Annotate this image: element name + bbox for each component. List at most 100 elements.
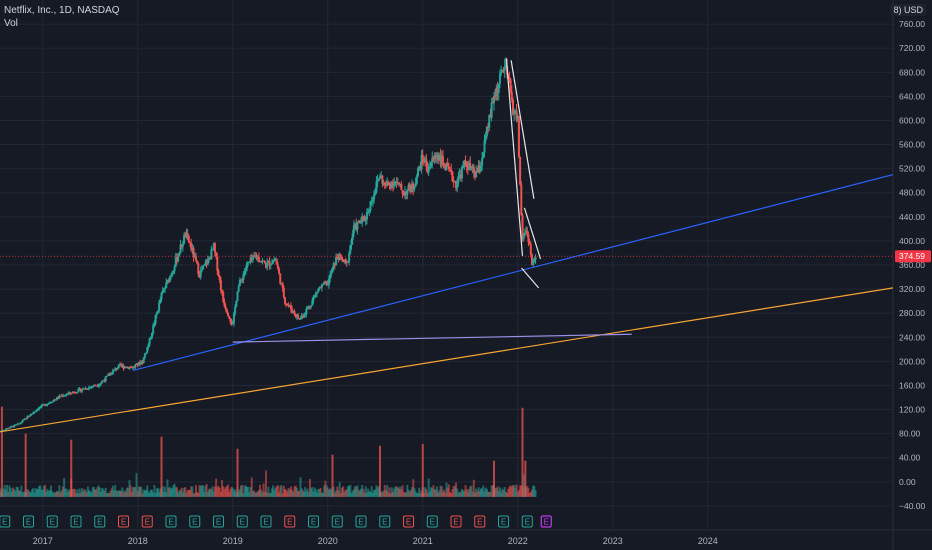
trendlines[interactable] (0, 58, 894, 433)
volume-bar (403, 492, 406, 497)
volume-bar (180, 487, 183, 497)
candle-body (90, 386, 93, 388)
symbol-title[interactable]: Netflix, Inc., 1D, NASDAQ (4, 5, 120, 16)
candle-body (424, 159, 427, 163)
candle-body (388, 183, 391, 185)
volume-bars (0, 406, 537, 497)
volume-bar (114, 485, 117, 497)
candle-body (289, 305, 292, 310)
candle-body (40, 405, 43, 408)
earnings-marker-box (165, 515, 177, 528)
candle-body (436, 154, 438, 158)
earnings-marker-box (189, 515, 201, 528)
candle-body (193, 255, 196, 258)
volume-bar (458, 491, 461, 497)
volume-bar (158, 492, 161, 497)
volume-bar (533, 485, 536, 497)
volume-bar (456, 488, 459, 497)
volume-bar (152, 492, 155, 497)
candle-body (338, 254, 341, 261)
candle-body (140, 361, 143, 365)
earnings-marker: E (213, 515, 224, 528)
candle-body (363, 216, 366, 220)
candle-body (496, 87, 499, 93)
volume-bar (263, 491, 266, 497)
volume-bar (414, 491, 417, 497)
volume-spike (379, 445, 381, 497)
volume-bar (457, 492, 460, 497)
currency-selector[interactable]: 8) USD (890, 4, 926, 16)
volume-spike (524, 460, 527, 497)
candle-body (265, 263, 267, 268)
candle-body (355, 223, 358, 230)
volume-bar (474, 492, 476, 497)
candle-body (236, 291, 239, 301)
volume-bar (205, 484, 208, 497)
candle-body (95, 385, 98, 387)
earnings-marker-box (46, 515, 58, 528)
candle-body (421, 154, 424, 159)
candle-body (229, 318, 232, 322)
volume-bar (299, 477, 302, 497)
candle-body (118, 364, 121, 366)
volume-bar (19, 490, 22, 497)
volume-bar (514, 487, 517, 497)
candle-body (246, 262, 248, 269)
price-axis[interactable]: 760.00 720.00 680.00 640.00 600.00 560.00 520.… (895, 19, 931, 511)
candle-body (449, 168, 452, 170)
volume-bar (279, 486, 282, 497)
candle-body (472, 166, 475, 173)
candle-body (508, 77, 511, 80)
candle-body (108, 374, 111, 376)
volume-bar (394, 486, 397, 497)
candle-body (249, 257, 252, 262)
candle-body (364, 219, 367, 221)
volume-bar (51, 491, 54, 497)
candle-body (441, 155, 444, 164)
candle-body (349, 245, 352, 254)
volume-indicator-label[interactable]: Vol (4, 18, 18, 29)
candle-body (362, 216, 365, 218)
volume-bar (516, 492, 519, 497)
volume-bar (89, 491, 92, 497)
candle-body (425, 159, 428, 167)
volume-bar (400, 489, 403, 497)
candle-body (132, 366, 134, 369)
earnings-marker-label: E (26, 518, 31, 527)
candle-body (497, 83, 500, 93)
candle-body (47, 402, 50, 404)
volume-bar (455, 482, 457, 497)
volume-bar (118, 490, 121, 497)
time-axis[interactable]: 2017 2018 2019 2020 2021 2022 2023 2024 (33, 536, 718, 546)
volume-bar (408, 491, 411, 497)
volume-bar (298, 491, 301, 497)
volume-bar (319, 487, 322, 497)
candle-body (398, 182, 400, 184)
candle-body (317, 288, 320, 293)
volume-bar (126, 487, 129, 497)
candle-body (272, 260, 275, 264)
volume-bar (166, 479, 169, 497)
candle-body (415, 176, 418, 184)
candle-body (270, 263, 273, 265)
candle-body (72, 392, 75, 394)
volume-bar (27, 490, 30, 497)
volume-bar (434, 489, 437, 497)
volume-bar (187, 489, 190, 497)
candle-body (143, 354, 146, 358)
volume-bar (301, 490, 304, 497)
candle-body (407, 185, 410, 190)
earnings-marker: E (0, 515, 11, 528)
volume-bar (80, 488, 83, 497)
volume-bar (13, 489, 16, 497)
volume-bar (35, 488, 38, 497)
volume-bar (431, 487, 434, 497)
volume-bar (204, 485, 207, 497)
candle-body (368, 210, 371, 212)
volume-bar (377, 486, 380, 497)
volume-bar (475, 488, 478, 497)
volume-bar (260, 489, 263, 497)
volume-bar (61, 486, 64, 497)
